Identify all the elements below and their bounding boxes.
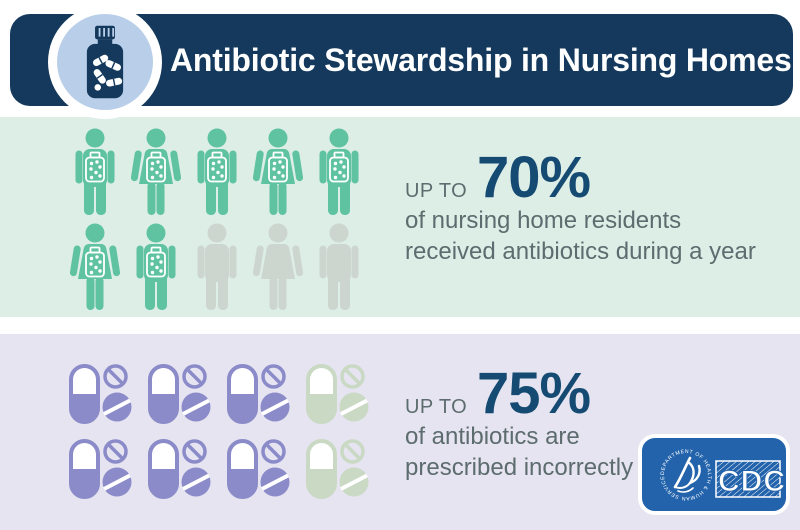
residents-section-background (0, 117, 800, 317)
pill-group-icon (227, 364, 290, 424)
pills-pictograph (68, 363, 371, 500)
residents-stat-line1: of nursing home residents (405, 207, 682, 235)
people-pictograph (67, 128, 367, 311)
pill-group-icon (306, 364, 369, 424)
residents-stat: UP TO 70% of nursing home residents rece… (405, 145, 756, 267)
pill-row (68, 363, 371, 425)
residents-stat-line2: received antibiotics during a year (405, 237, 756, 265)
pill-group-icon (148, 364, 211, 424)
person-icon (319, 128, 359, 215)
pill-bottle-overlay-icon (85, 151, 105, 183)
pill-bottle-overlay-icon (207, 151, 227, 183)
person-icon (197, 223, 237, 310)
prescriptions-stat-value: 75% (477, 361, 591, 426)
prescriptions-stat-headline: UP TO 75% (405, 361, 633, 426)
residents-stat-headline: UP TO 70% (405, 145, 756, 210)
pill-group-icon (227, 439, 290, 499)
pill-bottle-overlay-icon (146, 246, 166, 278)
prescriptions-stat-line2: prescribed incorrectly (405, 453, 634, 481)
person-row (67, 128, 367, 216)
person-icon (319, 223, 359, 310)
cdc-logo: DEPARTMENT OF HEALTH & HUMAN SERVICES • … (636, 430, 790, 515)
header-badge (48, 5, 162, 119)
residents-stat-prefix: UP TO (405, 180, 468, 202)
person-row (67, 223, 367, 311)
pill-row (68, 438, 371, 500)
person-icon (75, 128, 115, 215)
residents-stat-value: 70% (477, 145, 591, 210)
page-title: Antibiotic Stewardship in Nursing Homes (170, 41, 792, 78)
pill-bottle-overlay-icon (268, 151, 288, 183)
pill-group-icon (148, 439, 211, 499)
prescriptions-stat-prefix: UP TO (405, 396, 468, 418)
prescriptions-stat: UP TO 75% of antibiotics are prescribed … (405, 361, 634, 483)
person-icon (136, 223, 176, 310)
pill-group-icon (69, 439, 132, 499)
pill-bottle-overlay-icon (329, 151, 349, 183)
person-icon (130, 128, 182, 215)
svg-text:CDC: CDC (718, 465, 786, 498)
header-badge-inner (57, 14, 153, 110)
person-icon (252, 223, 304, 310)
person-icon (69, 223, 121, 310)
pill-group-icon (306, 439, 369, 499)
prescriptions-stat-line1: of antibiotics are (405, 423, 580, 451)
person-icon (252, 128, 304, 215)
cdc-wordmark: CDC (715, 460, 786, 499)
pill-bottle-overlay-icon (146, 151, 166, 183)
pill-group-icon (69, 364, 132, 424)
pill-bottle-icon (86, 25, 124, 99)
pill-bottle-overlay-icon (85, 246, 105, 278)
person-icon (197, 128, 237, 215)
